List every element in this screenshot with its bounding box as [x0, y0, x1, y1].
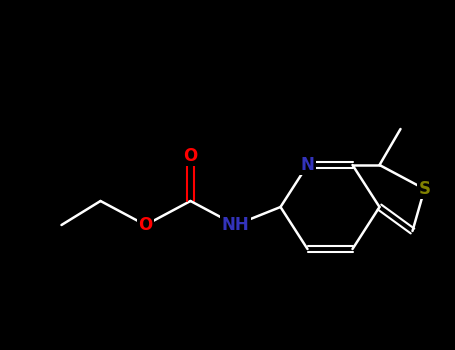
- Text: O: O: [138, 216, 152, 234]
- Text: O: O: [183, 147, 197, 165]
- Text: S: S: [419, 180, 430, 198]
- Text: NH: NH: [222, 216, 249, 234]
- Text: N: N: [301, 156, 314, 174]
